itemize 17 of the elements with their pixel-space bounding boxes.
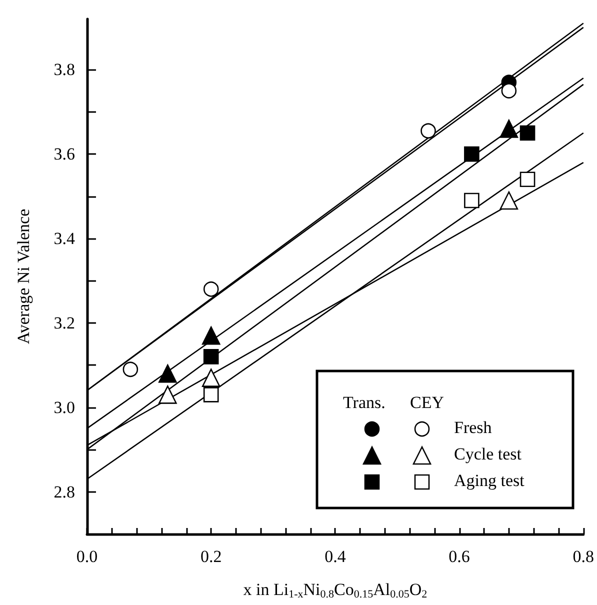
y-tick-label: 3.4 xyxy=(54,229,76,248)
legend-label: Fresh xyxy=(454,418,492,437)
x-tick-label: 0.8 xyxy=(572,547,594,566)
x-tick-label: 0.2 xyxy=(200,547,222,566)
y-tick-label: 3.8 xyxy=(54,60,75,80)
y-tick-label: 3.6 xyxy=(54,144,75,164)
y-tick-label: 3.2 xyxy=(54,313,75,332)
annotation: Trans. xyxy=(343,393,386,412)
annotation: CEY xyxy=(410,393,444,412)
y-axis-title: Average Ni Valence xyxy=(14,208,33,344)
legend-label: Cycle test xyxy=(454,444,522,464)
y-tick-label: 3.0 xyxy=(54,398,75,417)
legend-label: Aging test xyxy=(454,471,525,490)
y-tick-label: 2.8 xyxy=(54,482,75,502)
x-tick-label: 0.6 xyxy=(448,547,470,566)
x-tick-label: 0.4 xyxy=(324,547,346,566)
x-tick-label: 0.0 xyxy=(76,547,98,566)
